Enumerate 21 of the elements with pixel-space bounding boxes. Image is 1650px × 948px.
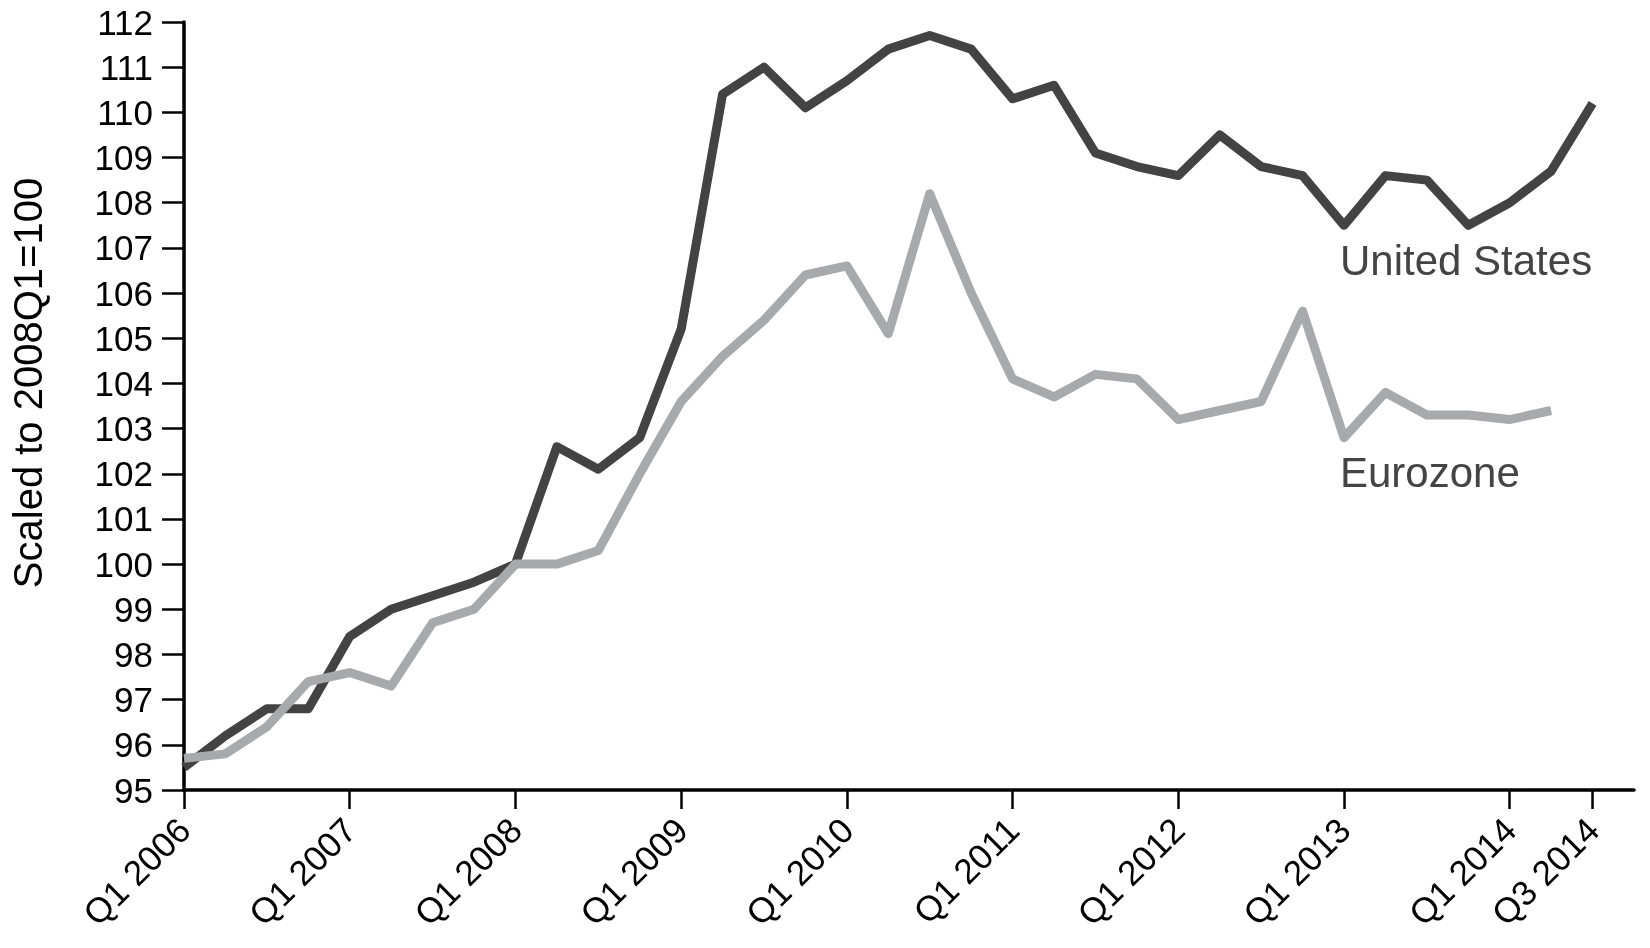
y-tick-label: 98: [114, 634, 153, 674]
y-tick-label: 100: [94, 544, 153, 584]
y-tick-label: 95: [114, 770, 153, 810]
y-tick-label: 109: [94, 138, 153, 178]
y-axis-title: Scaled to 2008Q1=100: [6, 177, 50, 589]
y-tick-label: 105: [94, 318, 153, 358]
y-tick-label: 104: [94, 363, 153, 403]
y-tick-label: 111: [99, 47, 153, 87]
y-tick-label: 99: [114, 589, 153, 629]
y-tick-label: 96: [114, 725, 153, 765]
y-tick-label: 108: [94, 183, 153, 223]
y-tick-label: 107: [94, 228, 153, 268]
y-tick-label: 97: [114, 680, 153, 720]
series-label: Eurozone: [1340, 449, 1520, 497]
y-tick-label: 106: [94, 273, 153, 313]
y-tick-label: 112: [97, 2, 153, 42]
y-tick-label: 101: [94, 499, 153, 539]
y-tick-label: 110: [97, 92, 153, 132]
y-tick-label: 103: [94, 409, 153, 449]
series-label: United States: [1340, 236, 1593, 284]
y-tick-label: 102: [94, 454, 153, 494]
